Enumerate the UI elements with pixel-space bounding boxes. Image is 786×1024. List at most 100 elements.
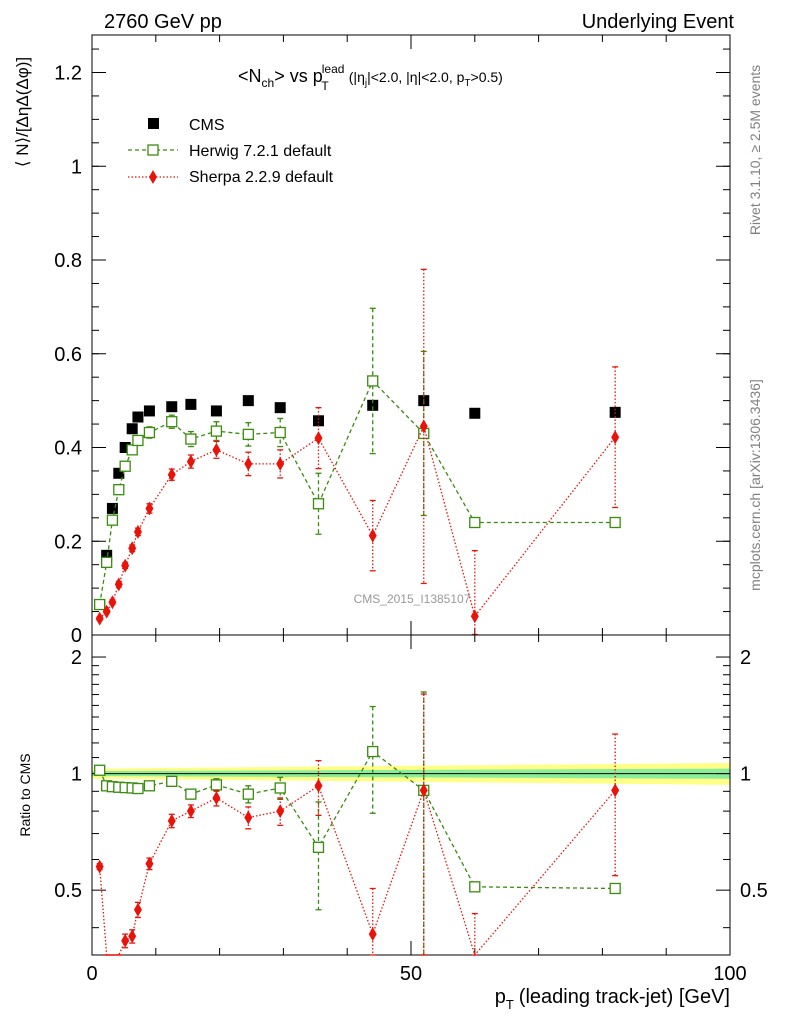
main-ytick-label: 1 bbox=[71, 156, 82, 178]
ratio-point bbox=[94, 764, 106, 776]
main-point bbox=[114, 577, 123, 592]
legend-herwig-marker bbox=[147, 144, 159, 156]
main-point bbox=[611, 430, 620, 445]
xtick-label: 100 bbox=[713, 963, 746, 985]
main-point bbox=[108, 595, 117, 610]
ratio-series-sherpa bbox=[95, 693, 620, 957]
main-point bbox=[167, 467, 176, 482]
main-title: <Nch> vs plead T(|ηj|<2.0, |η|<2.0, pT>0.… bbox=[238, 62, 503, 93]
header-left: 2760 GeV pp bbox=[104, 11, 222, 33]
ratio-uncertainty-bands bbox=[92, 763, 730, 785]
main-ytick-label: 1.2 bbox=[54, 63, 82, 85]
main-point bbox=[312, 498, 325, 510]
main-point bbox=[212, 442, 221, 457]
ratio-point bbox=[133, 902, 142, 917]
main-point bbox=[101, 556, 113, 568]
ratio-panel: 0.5 0.5 1 1 2 2 0 50 100 Ratio to CMS pT (leading… bbox=[17, 634, 768, 1012]
main-axis-ticks: 0 0.2 0.4 0.6 0.8 1 1.2 bbox=[54, 35, 731, 647]
legend-herwig-label: Herwig 7.2.1 default bbox=[189, 143, 332, 160]
ratio-point bbox=[167, 813, 176, 828]
ratio-point bbox=[276, 804, 285, 819]
main-point bbox=[470, 609, 479, 624]
legend: CMS Herwig 7.2.1 default Sherpa 2.2.9 de… bbox=[128, 117, 334, 186]
main-point bbox=[210, 405, 222, 417]
main-ytick-label: 0.8 bbox=[54, 250, 82, 272]
ratio-point bbox=[611, 783, 620, 798]
main-point bbox=[242, 395, 254, 407]
ratio-point bbox=[186, 804, 195, 819]
main-panel: 0 0.2 0.4 0.6 0.8 1 1.2 <Nch> vs plead T(|ηj|<2… bbox=[13, 34, 731, 647]
main-point bbox=[132, 411, 144, 423]
main-point bbox=[609, 516, 621, 529]
main-point bbox=[119, 460, 131, 472]
main-point bbox=[419, 419, 428, 434]
main-point bbox=[367, 399, 379, 411]
ratio-point bbox=[419, 783, 428, 798]
main-point bbox=[126, 444, 138, 456]
main-point bbox=[102, 604, 111, 619]
ratio-point bbox=[367, 745, 379, 758]
xtick-label: 50 bbox=[400, 963, 422, 985]
main-point bbox=[276, 456, 285, 471]
main-series-herwig bbox=[94, 307, 621, 611]
main-point bbox=[242, 428, 254, 441]
watermark: CMS_2015_I1385107 bbox=[354, 592, 471, 606]
ratio-point bbox=[469, 881, 481, 893]
main-series bbox=[94, 268, 621, 636]
main-point bbox=[128, 541, 137, 556]
ratio-point bbox=[210, 779, 223, 791]
rivet-label: Rivet 3.1.10, ≥ 2.5M events bbox=[747, 65, 763, 235]
main-point bbox=[113, 467, 125, 479]
main-ylabel: ⟨ N⟩/[ΔηΔ(Δφ)] bbox=[13, 57, 32, 167]
main-point bbox=[166, 401, 178, 413]
main-point bbox=[469, 516, 481, 529]
main-point bbox=[95, 611, 104, 626]
main-point bbox=[274, 426, 286, 439]
main-point bbox=[185, 433, 197, 445]
main-point bbox=[106, 514, 119, 526]
ratio-point bbox=[244, 810, 253, 825]
x-axis-label: pT (leading track-jet) [GeV] bbox=[495, 986, 730, 1012]
main-point bbox=[132, 434, 144, 447]
ratio-point bbox=[368, 927, 377, 942]
ratio-point bbox=[166, 775, 178, 787]
legend-sherpa-label: Sherpa 2.2.9 default bbox=[189, 169, 334, 186]
ratio-series bbox=[94, 691, 621, 957]
main-line bbox=[99, 379, 616, 605]
ratio-point bbox=[274, 782, 286, 794]
ratio-line bbox=[99, 784, 616, 957]
main-point bbox=[185, 398, 197, 410]
main-ytick-label: 0 bbox=[71, 625, 82, 647]
ratio-point bbox=[143, 780, 156, 792]
main-point bbox=[312, 415, 324, 427]
main-point bbox=[368, 528, 377, 543]
ratio-ytick-label-right: 2 bbox=[740, 647, 751, 669]
main-point bbox=[244, 456, 253, 471]
ratio-point bbox=[609, 882, 621, 895]
main-point bbox=[166, 416, 178, 428]
ratio-point bbox=[312, 841, 325, 853]
main-point bbox=[186, 454, 195, 469]
legend-sherpa-marker bbox=[149, 170, 157, 184]
ratio-ytick-label: 2 bbox=[71, 647, 82, 669]
main-point bbox=[106, 502, 118, 514]
ratio-point bbox=[314, 778, 323, 793]
mcplots-label: mcplots.cern.ch [arXiv:1306.3436] bbox=[747, 379, 763, 591]
xtick-label: 0 bbox=[86, 963, 97, 985]
main-ytick-label: 0.6 bbox=[54, 344, 82, 366]
ratio-ytick-label: 1 bbox=[71, 764, 82, 786]
main-point bbox=[314, 431, 323, 446]
main-series-sherpa bbox=[95, 268, 620, 636]
main-point bbox=[469, 407, 481, 419]
ratio-point bbox=[145, 856, 154, 871]
main-point bbox=[119, 442, 131, 453]
main-point bbox=[126, 423, 138, 435]
ratio-ytick-label: 0.5 bbox=[54, 880, 82, 902]
main-point bbox=[113, 484, 125, 496]
ratio-point bbox=[128, 929, 137, 944]
main-point bbox=[94, 598, 106, 611]
main-point bbox=[133, 524, 142, 539]
ratio-ylabel: Ratio to CMS bbox=[17, 753, 33, 836]
ratio-ytick-label-right: 0.5 bbox=[740, 880, 768, 902]
